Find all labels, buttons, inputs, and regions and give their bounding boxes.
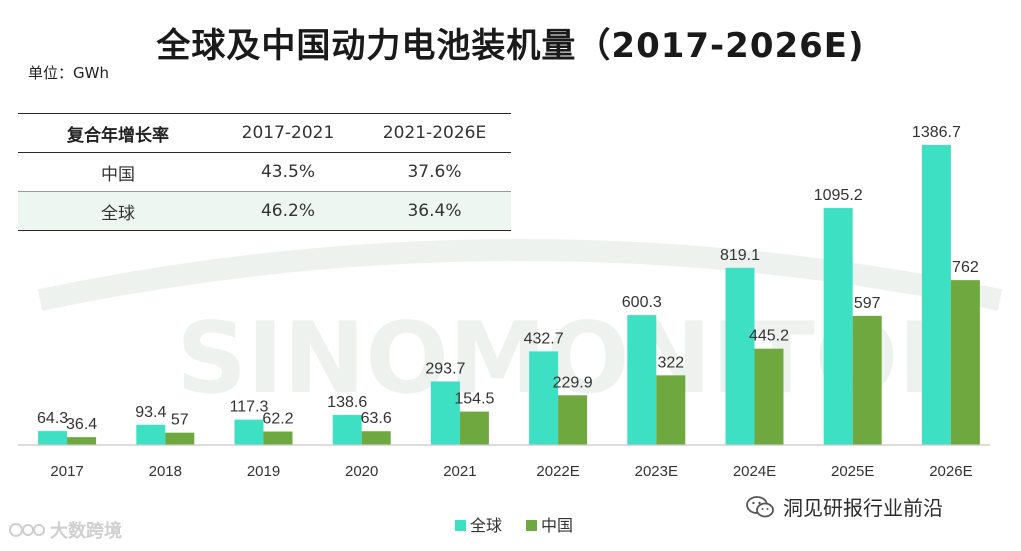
x-tick-labels: 2017 2018 2019 2020 2021 2022E 2023E 2024E 2025E… — [50, 463, 972, 480]
bar-labels-layer: 64.336.4 93.4 57 117.362.2 138.663.6 293.7 154… — [37, 124, 979, 433]
data-label-china: 322 — [657, 354, 684, 371]
data-label-china: 57 — [171, 412, 189, 429]
cagr-region: 全球 — [101, 203, 135, 224]
cagr-value: 43.5% — [260, 162, 315, 182]
data-label-china: 62.2 — [262, 411, 293, 428]
x-tick-label: 2022E — [536, 463, 579, 480]
data-label-global: 117.3 — [230, 399, 269, 416]
chart-title: 全球及中国动力电池装机量（2017-2026E) — [156, 26, 865, 66]
x-tick-label: 2019 — [247, 463, 280, 480]
watermark-arc — [37, 239, 1003, 311]
cagr-table: 复合年增长率 2017-2021 2021-2026E 中国 43.5% 37.… — [18, 113, 511, 231]
x-tick-label: 2026E — [929, 463, 972, 480]
cagr-table-header: 复合年增长率 2017-2021 2021-2026E — [18, 113, 511, 153]
bar-global-2020 — [332, 415, 362, 445]
brand-right: 洞见研报行业前沿 — [745, 492, 943, 521]
data-label-global: 1386.7 — [912, 124, 961, 141]
table-row: 中国 43.5% 37.6% — [18, 153, 511, 192]
brand-logo-icon — [9, 523, 45, 537]
bar-global-2021 — [430, 381, 460, 445]
brand-left: 大数跨境 — [8, 517, 122, 543]
data-label-china: 36.4 — [66, 416, 97, 433]
data-label-china: 762 — [952, 259, 979, 276]
bar-global-2022E — [529, 351, 559, 445]
legend-label-china: 中国 — [541, 516, 573, 535]
bar-global-2017 — [38, 431, 68, 445]
bar-china-2017 — [67, 437, 97, 445]
cagr-header-period-1: 2017-2021 — [241, 123, 335, 143]
legend-swatch-china — [526, 520, 537, 531]
x-tick-label: 2025E — [831, 463, 874, 480]
bar-global-2023E — [627, 315, 657, 445]
bar-global-2026E — [921, 145, 951, 445]
data-label-china: 154.5 — [454, 391, 494, 408]
x-tick-label: 2020 — [345, 463, 378, 480]
data-label-china: 229.9 — [553, 374, 593, 391]
bar-global-2024E — [725, 267, 755, 445]
bar-china-2018 — [165, 432, 195, 445]
data-label-global: 93.4 — [135, 404, 166, 421]
x-tick-label: 2018 — [149, 463, 182, 480]
brand-left-text: 大数跨境 — [50, 521, 122, 542]
x-tick-label: 2017 — [50, 463, 83, 480]
table-row: 全球 46.2% 36.4% — [18, 191, 511, 231]
bar-china-2024E — [754, 348, 784, 445]
cagr-value: 36.4% — [407, 201, 462, 221]
wechat-icon — [746, 495, 774, 517]
legend: 全球 中国 — [455, 516, 573, 535]
cagr-value: 46.2% — [260, 201, 315, 221]
data-label-global: 293.7 — [425, 360, 465, 377]
x-tick-label: 2021 — [443, 463, 476, 480]
data-label-global: 819.1 — [720, 247, 760, 264]
bar-global-2025E — [823, 208, 853, 445]
cagr-header-period-2: 2021-2026E — [382, 123, 487, 143]
data-label-global: 1095.2 — [814, 187, 863, 204]
data-label-global: 138.6 — [327, 394, 367, 411]
bar-china-2026E — [950, 280, 980, 445]
cagr-region: 中国 — [101, 164, 135, 185]
cagr-value: 37.6% — [407, 162, 462, 182]
bar-china-2020 — [361, 431, 391, 445]
x-tick-label: 2023E — [635, 463, 678, 480]
data-label-global: 432.7 — [524, 330, 564, 347]
data-label-china: 63.6 — [361, 410, 392, 427]
data-label-china: 445.2 — [749, 328, 789, 345]
bar-global-2019 — [234, 419, 264, 445]
bar-global-2018 — [136, 424, 166, 445]
cagr-header-label: 复合年增长率 — [67, 125, 169, 146]
data-label-global: 64.3 — [37, 410, 68, 427]
x-tick-label: 2024E — [733, 463, 776, 480]
bar-china-2025E — [852, 315, 882, 445]
legend-label-global: 全球 — [470, 516, 502, 535]
bar-china-2019 — [263, 431, 293, 445]
bar-china-2022E — [558, 395, 588, 445]
data-label-china: 597 — [854, 295, 881, 312]
bar-china-2021 — [459, 411, 489, 445]
legend-swatch-global — [455, 520, 466, 531]
data-label-global: 600.3 — [622, 294, 662, 311]
brand-right-text: 洞见研报行业前沿 — [783, 496, 943, 520]
bars-layer — [38, 145, 980, 445]
unit-label: 单位：GWh — [28, 64, 109, 82]
bar-china-2023E — [656, 375, 686, 445]
